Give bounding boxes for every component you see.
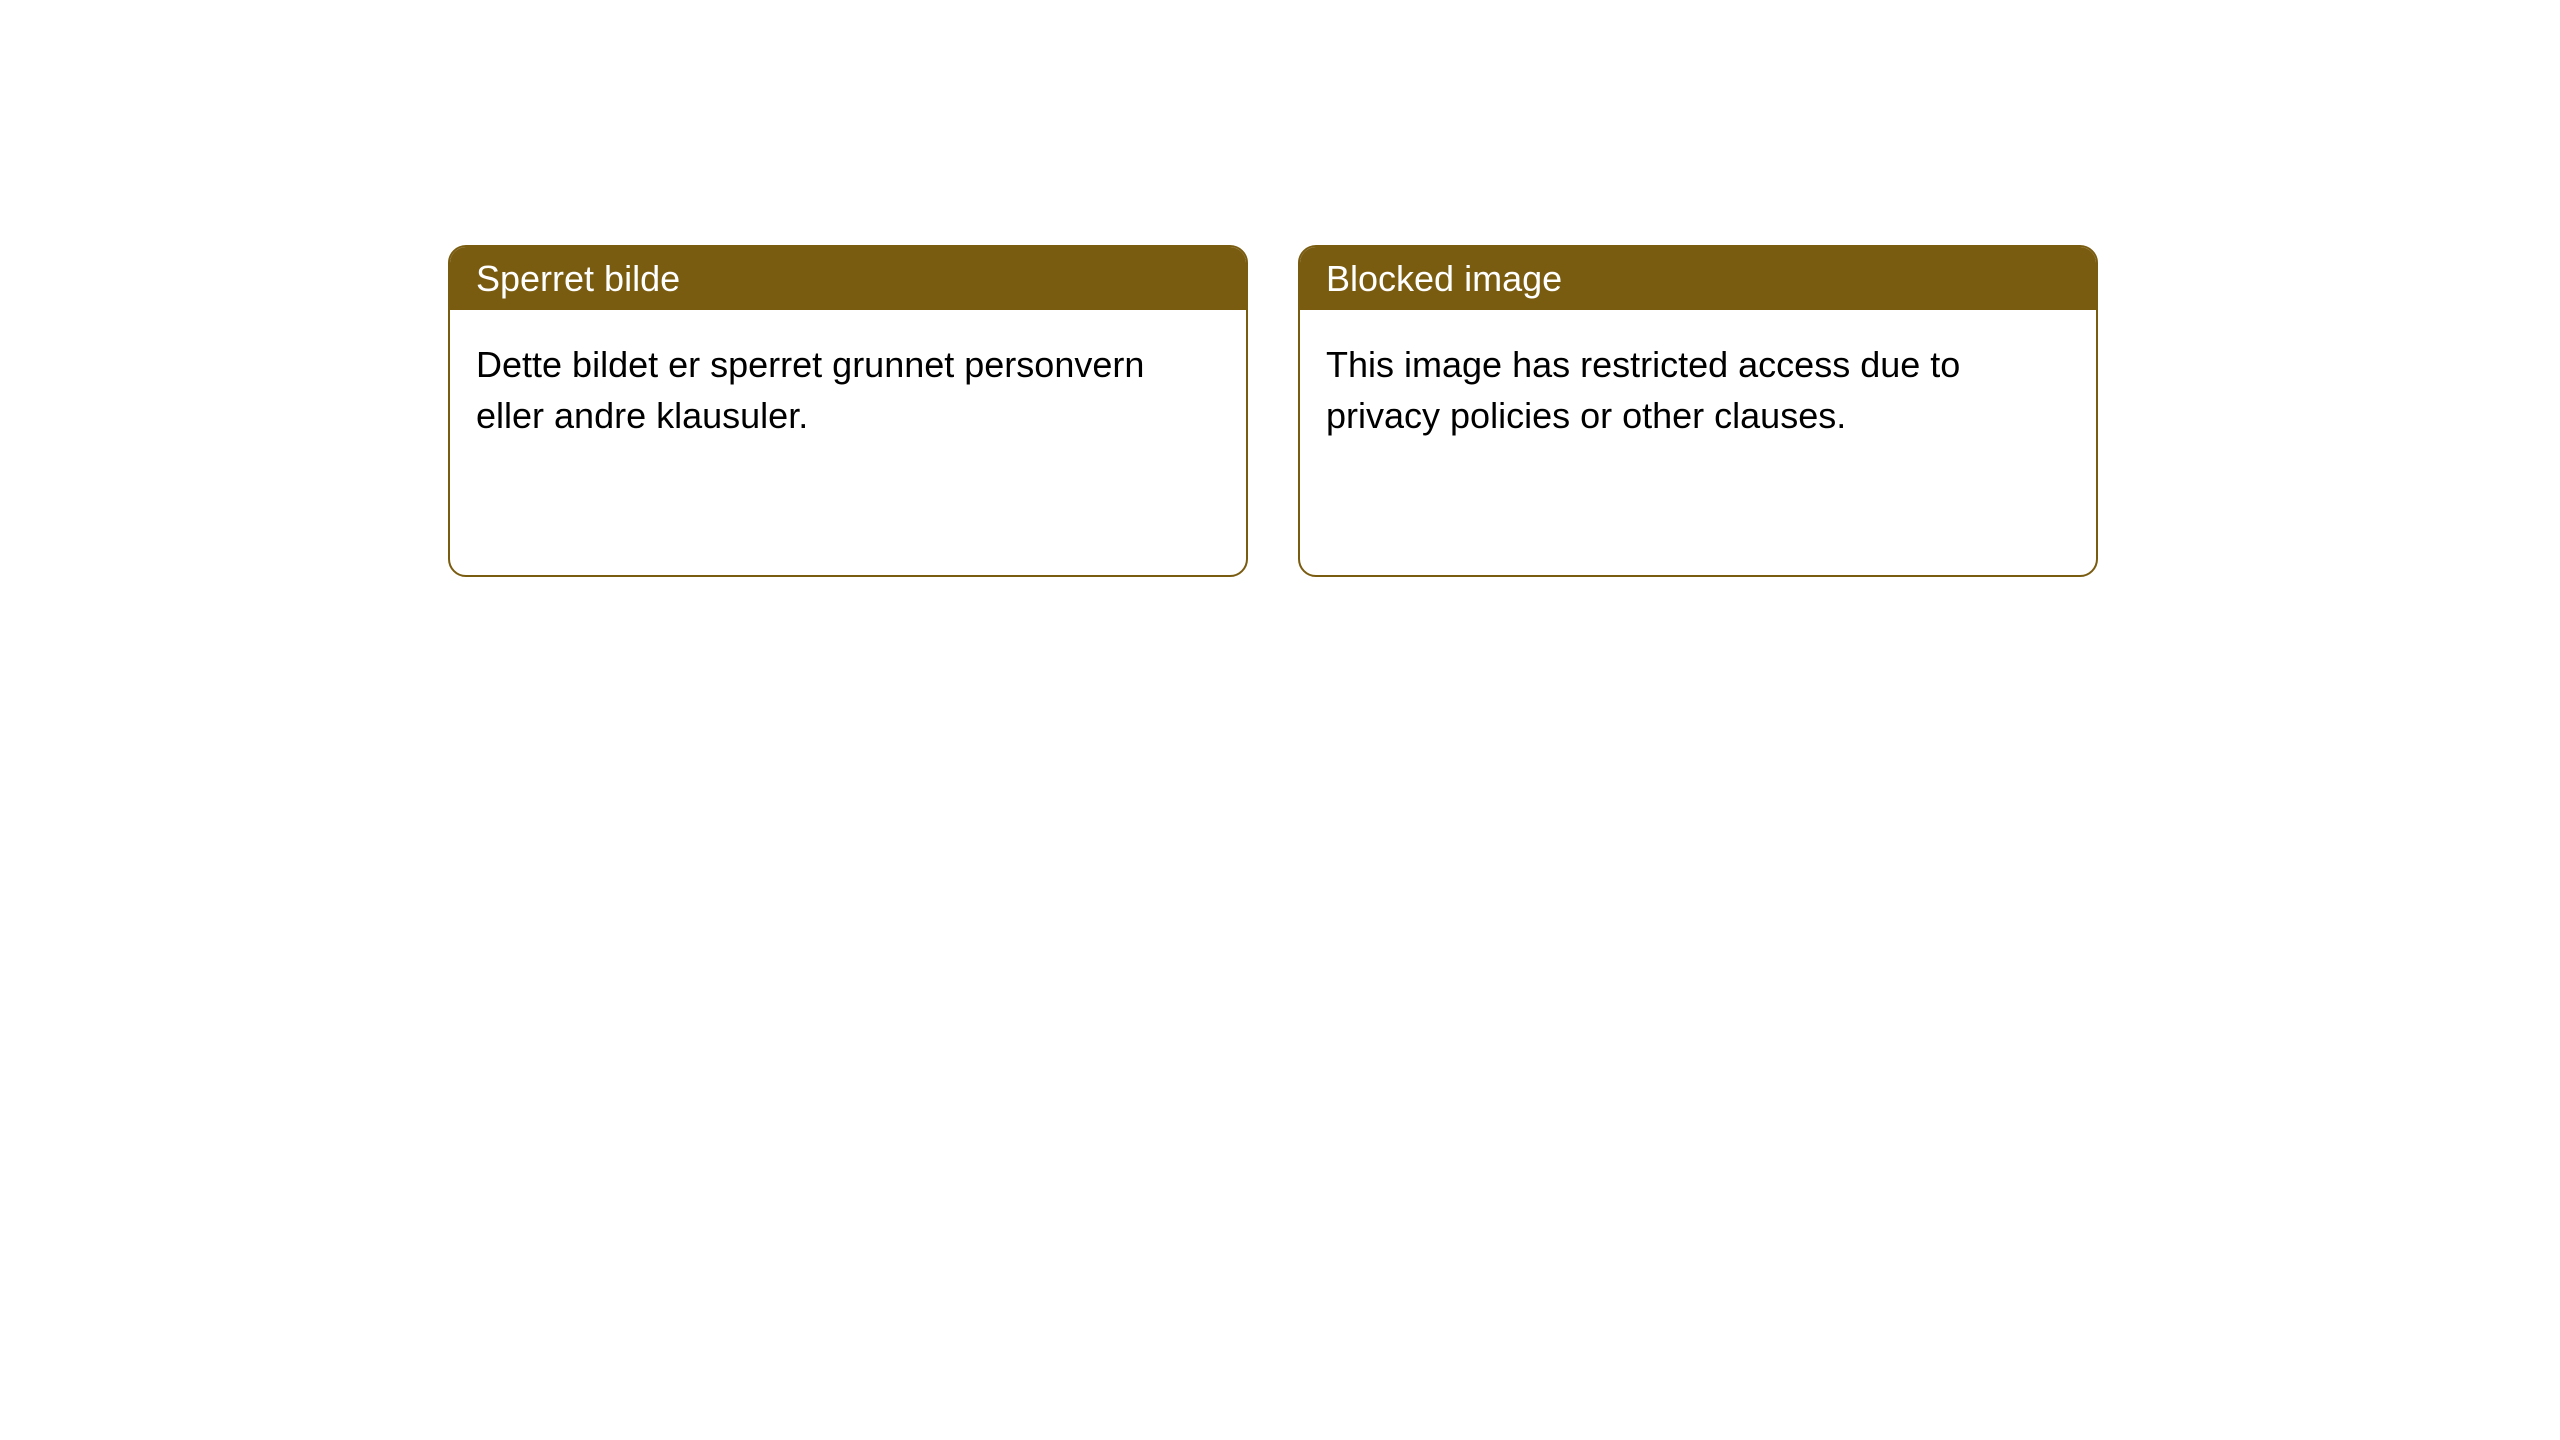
notice-box-english: Blocked image This image has restricted … — [1298, 245, 2098, 577]
notice-header: Sperret bilde — [450, 247, 1246, 310]
notice-body: This image has restricted access due to … — [1300, 310, 2096, 471]
notice-body-text: Dette bildet er sperret grunnet personve… — [476, 344, 1144, 435]
notice-body-text: This image has restricted access due to … — [1326, 344, 1960, 435]
notice-header: Blocked image — [1300, 247, 2096, 310]
notice-box-norwegian: Sperret bilde Dette bildet er sperret gr… — [448, 245, 1248, 577]
notice-container: Sperret bilde Dette bildet er sperret gr… — [448, 245, 2098, 577]
notice-body: Dette bildet er sperret grunnet personve… — [450, 310, 1246, 471]
notice-title: Blocked image — [1326, 258, 1562, 299]
notice-title: Sperret bilde — [476, 258, 680, 299]
